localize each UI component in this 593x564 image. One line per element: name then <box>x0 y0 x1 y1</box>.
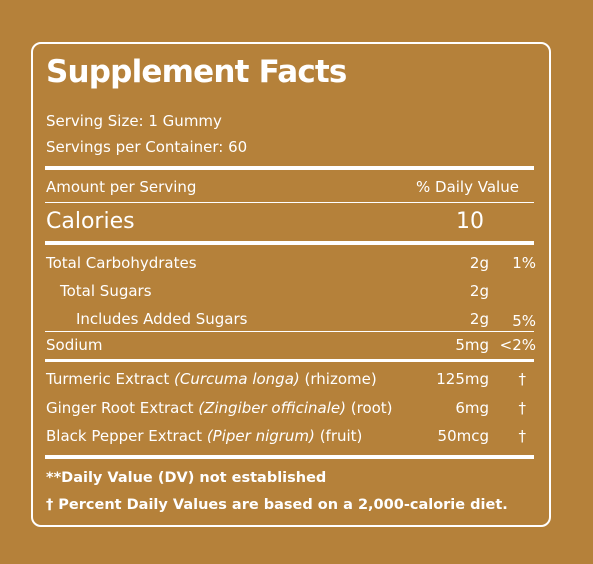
nutrient-amount: 2g <box>469 282 489 300</box>
amount-per-serving-label: Amount per Serving <box>46 178 197 196</box>
nutrient-amount: 5mg <box>455 336 489 354</box>
extract-dv: † <box>518 427 527 445</box>
divider <box>45 202 534 203</box>
nutrient-dv: 5% <box>512 312 536 330</box>
extract-amount: 6mg <box>455 399 489 417</box>
nutrient-amount: 2g <box>469 310 489 328</box>
extract-latin-name: (Piper nigrum) <box>206 427 315 445</box>
extract-name: Black Pepper Extract <box>46 427 203 445</box>
extract-name: Turmeric Extract <box>46 370 170 388</box>
calories-value: 10 <box>456 209 484 234</box>
thick-divider <box>45 359 534 362</box>
extract-row: Black Pepper Extract (Piper nigrum) (fru… <box>46 429 362 444</box>
nutrient-amount: 2g <box>469 254 489 272</box>
thick-divider <box>45 455 534 459</box>
divider <box>45 331 534 332</box>
nutrient-name: Includes Added Sugars <box>76 310 248 328</box>
nutrient-name: Total Carbohydrates <box>46 254 197 272</box>
nutrient-name: Total Sugars <box>60 282 152 300</box>
extract-amount: 50mcg <box>437 427 489 445</box>
extract-plant-part: (rhizome) <box>304 370 377 388</box>
nutrient-dv: 1% <box>512 254 536 272</box>
extract-row: Ginger Root Extract (Zingiber officinale… <box>46 401 393 416</box>
panel-title: Supplement Facts <box>46 54 347 90</box>
extract-plant-part: (root) <box>350 399 393 417</box>
daily-value-header: % Daily Value <box>416 178 519 196</box>
extract-plant-part: (fruit) <box>319 427 363 445</box>
extract-dv: † <box>518 399 527 417</box>
thick-divider <box>45 166 534 170</box>
supplement-facts-panel <box>31 42 551 527</box>
extract-name: Ginger Root Extract <box>46 399 194 417</box>
calories-label: Calories <box>46 209 135 234</box>
extract-latin-name: (Curcuma longa) <box>174 370 300 388</box>
thick-divider <box>45 241 534 245</box>
nutrient-name: Sodium <box>46 336 103 354</box>
nutrient-dv: <2% <box>499 336 536 354</box>
servings-per-container: Servings per Container: 60 <box>46 138 248 156</box>
footnote-dv-not-established: **Daily Value (DV) not established <box>46 470 327 486</box>
extract-dv: † <box>518 370 527 388</box>
extract-amount: 125mg <box>436 370 489 388</box>
serving-size: Serving Size: 1 Gummy <box>46 112 222 130</box>
extract-latin-name: (Zingiber officinale) <box>198 399 346 417</box>
extract-row: Turmeric Extract (Curcuma longa) (rhizom… <box>46 372 377 387</box>
footnote-percent-basis: † Percent Daily Values are based on a 2,… <box>46 497 508 513</box>
